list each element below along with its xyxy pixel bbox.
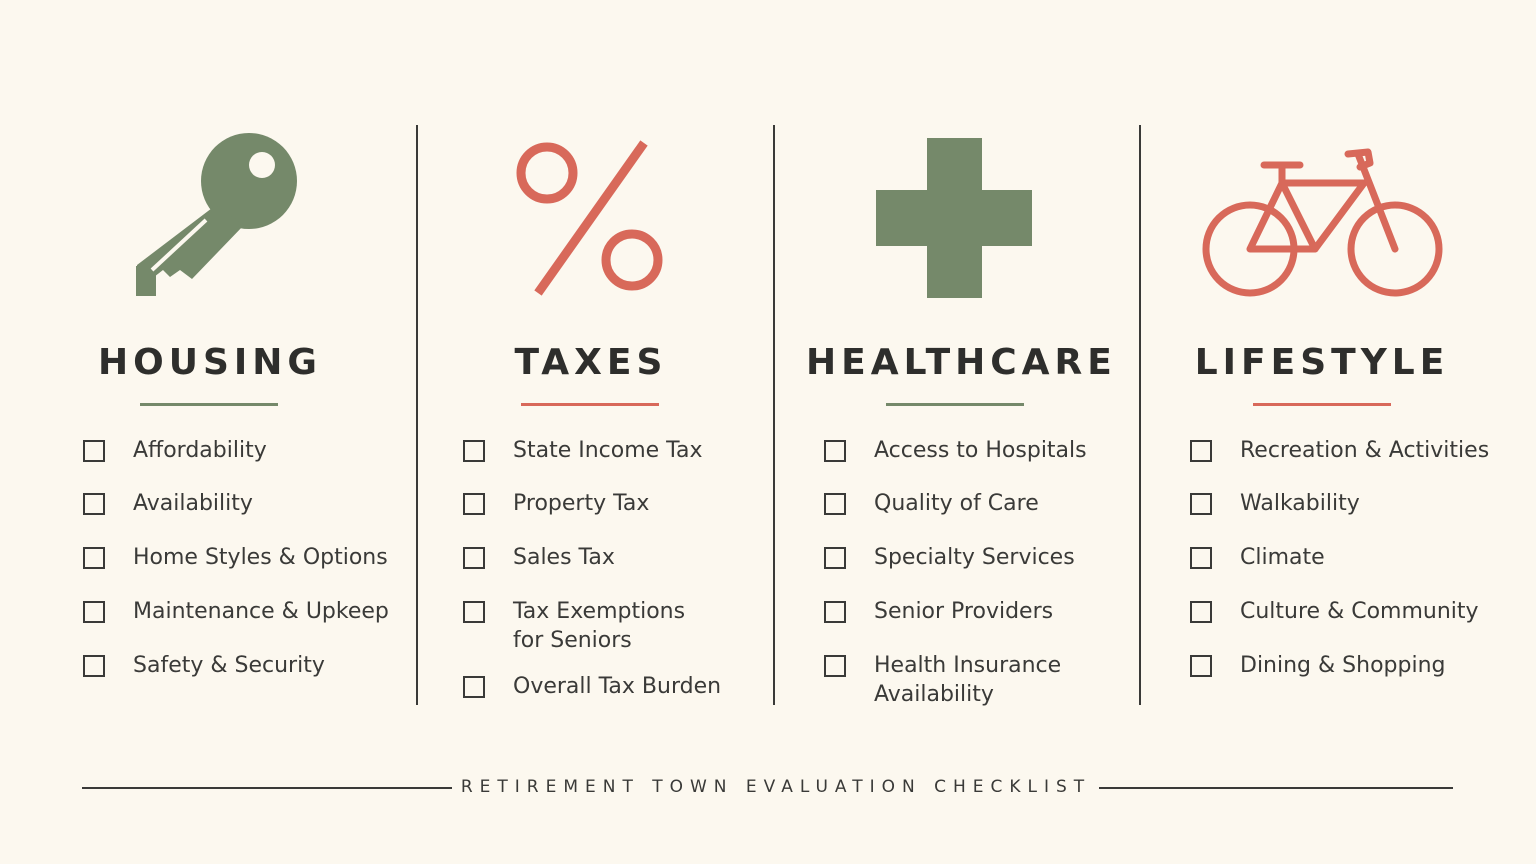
checkbox[interactable]: [463, 493, 485, 515]
checklist-label: Availability: [133, 491, 253, 516]
checklist-label: Climate: [1240, 545, 1325, 570]
checklist-label: Affordability: [133, 438, 267, 463]
title-underline: [886, 403, 1024, 406]
checklist-label: Safety & Security: [133, 653, 325, 678]
column-divider: [1139, 125, 1141, 705]
category-title: TAXES: [514, 342, 668, 383]
checkbox[interactable]: [463, 676, 485, 698]
checkbox[interactable]: [463, 601, 485, 623]
checklist-label: Recreation & Activities: [1240, 438, 1490, 463]
checkbox[interactable]: [1190, 655, 1212, 677]
checkbox[interactable]: [83, 493, 105, 515]
checkbox[interactable]: [824, 601, 846, 623]
medical-cross-icon: [876, 138, 1032, 298]
category-title: HEALTHCARE: [806, 342, 1117, 383]
checkbox[interactable]: [463, 547, 485, 569]
checkbox[interactable]: [463, 440, 485, 462]
checklist-label: Dining & Shopping: [1240, 653, 1446, 678]
percent-icon: [516, 140, 663, 296]
title-underline: [521, 403, 659, 406]
checklist-label: Overall Tax Burden: [513, 674, 722, 699]
category-title: HOUSING: [98, 342, 322, 383]
checklist-label: Walkability: [1240, 491, 1360, 516]
checklist-label: Specialty Services: [874, 545, 1075, 570]
column-divider: [773, 125, 775, 705]
checkbox[interactable]: [83, 440, 105, 462]
checklist-label: Culture & Community: [1240, 599, 1479, 624]
footer-rule-right: [1099, 787, 1453, 789]
checkbox[interactable]: [83, 547, 105, 569]
checklist-label: Tax Exemptions for Seniors: [513, 599, 686, 653]
checkbox[interactable]: [83, 655, 105, 677]
key-icon: [136, 133, 297, 296]
checkbox[interactable]: [824, 547, 846, 569]
checkbox[interactable]: [1190, 601, 1212, 623]
column-divider: [416, 125, 418, 705]
checkbox[interactable]: [1190, 440, 1212, 462]
bicycle-icon: [1202, 148, 1443, 297]
checklist-label: Access to Hospitals: [874, 438, 1087, 463]
checklist-label: Sales Tax: [513, 545, 615, 570]
checkbox[interactable]: [824, 440, 846, 462]
checkbox[interactable]: [824, 493, 846, 515]
checkbox[interactable]: [83, 601, 105, 623]
checklist-label: Senior Providers: [874, 599, 1054, 624]
checklist-label: Property Tax: [513, 491, 650, 516]
checklist-label: Home Styles & Options: [133, 545, 388, 570]
checkbox[interactable]: [1190, 547, 1212, 569]
checkbox[interactable]: [824, 655, 846, 677]
footer-rule-left: [82, 787, 452, 789]
title-underline: [1253, 403, 1391, 406]
category-title: LIFESTYLE: [1194, 342, 1450, 383]
checklist-label: Health Insurance Availability: [874, 653, 1062, 707]
checklist-label: State Income Tax: [513, 438, 703, 463]
checklist-label: Quality of Care: [874, 491, 1039, 516]
checklist-label: Maintenance & Upkeep: [133, 599, 389, 624]
title-underline: [140, 403, 278, 406]
footer-caption: RETIREMENT TOWN EVALUATION CHECKLIST: [460, 777, 1092, 797]
checkbox[interactable]: [1190, 493, 1212, 515]
